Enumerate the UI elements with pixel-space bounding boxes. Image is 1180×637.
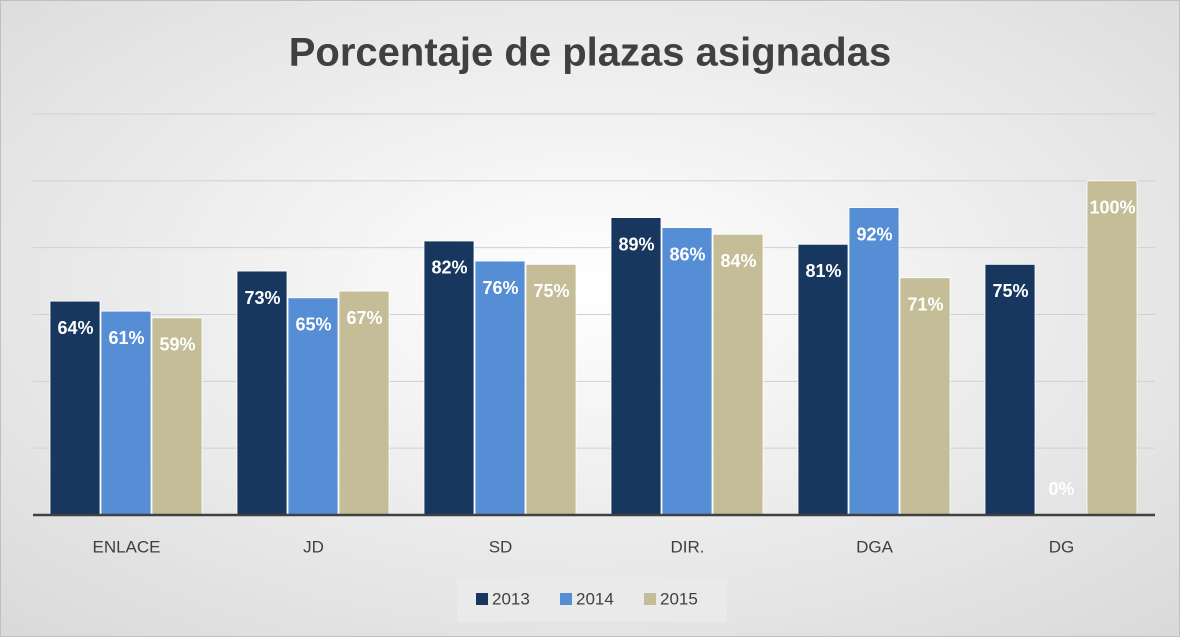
bar (1086, 180, 1138, 516)
x-tick-label: SD (489, 537, 513, 556)
data-label: 75% (533, 281, 569, 301)
data-label: 76% (482, 278, 518, 298)
bar (338, 290, 390, 516)
legend-swatch (644, 593, 656, 605)
data-label: 75% (992, 281, 1028, 301)
legend-swatch (476, 593, 488, 605)
x-tick-label: ENLACE (92, 537, 160, 556)
x-tick-label: DG (1049, 537, 1075, 556)
data-label: 67% (346, 308, 382, 328)
data-label: 84% (720, 251, 756, 271)
data-label: 92% (856, 224, 892, 244)
legend-swatch (560, 593, 572, 605)
bar (610, 217, 662, 516)
bar (712, 233, 764, 516)
bar (661, 227, 713, 516)
bar (848, 207, 900, 516)
bar (474, 260, 526, 516)
bar (525, 263, 577, 516)
data-label: 61% (108, 328, 144, 348)
data-label: 81% (805, 261, 841, 281)
data-label: 89% (618, 234, 654, 254)
data-label: 59% (159, 335, 195, 355)
data-label: 65% (295, 315, 331, 335)
data-label: 86% (669, 244, 705, 264)
data-label: 0% (1048, 479, 1074, 499)
data-label: 100% (1089, 198, 1135, 218)
chart-title: Porcentaje de plazas asignadas (289, 31, 891, 75)
x-tick-label: DGA (856, 537, 894, 556)
data-label: 71% (907, 294, 943, 314)
data-label: 73% (244, 288, 280, 308)
legend-label: 2013 (492, 589, 530, 608)
bar (899, 277, 951, 516)
data-label: 82% (431, 258, 467, 278)
legend-box (457, 578, 727, 622)
bar (797, 243, 849, 516)
x-tick-label: JD (303, 537, 324, 556)
x-tick-label: DIR. (671, 537, 705, 556)
bar (423, 240, 475, 516)
bar (236, 270, 288, 516)
bar (287, 297, 339, 516)
bar (984, 263, 1036, 516)
bar (151, 317, 203, 516)
data-label: 64% (57, 318, 93, 338)
legend-label: 2015 (660, 589, 698, 608)
bar (49, 300, 101, 516)
legend-label: 2014 (576, 589, 614, 608)
